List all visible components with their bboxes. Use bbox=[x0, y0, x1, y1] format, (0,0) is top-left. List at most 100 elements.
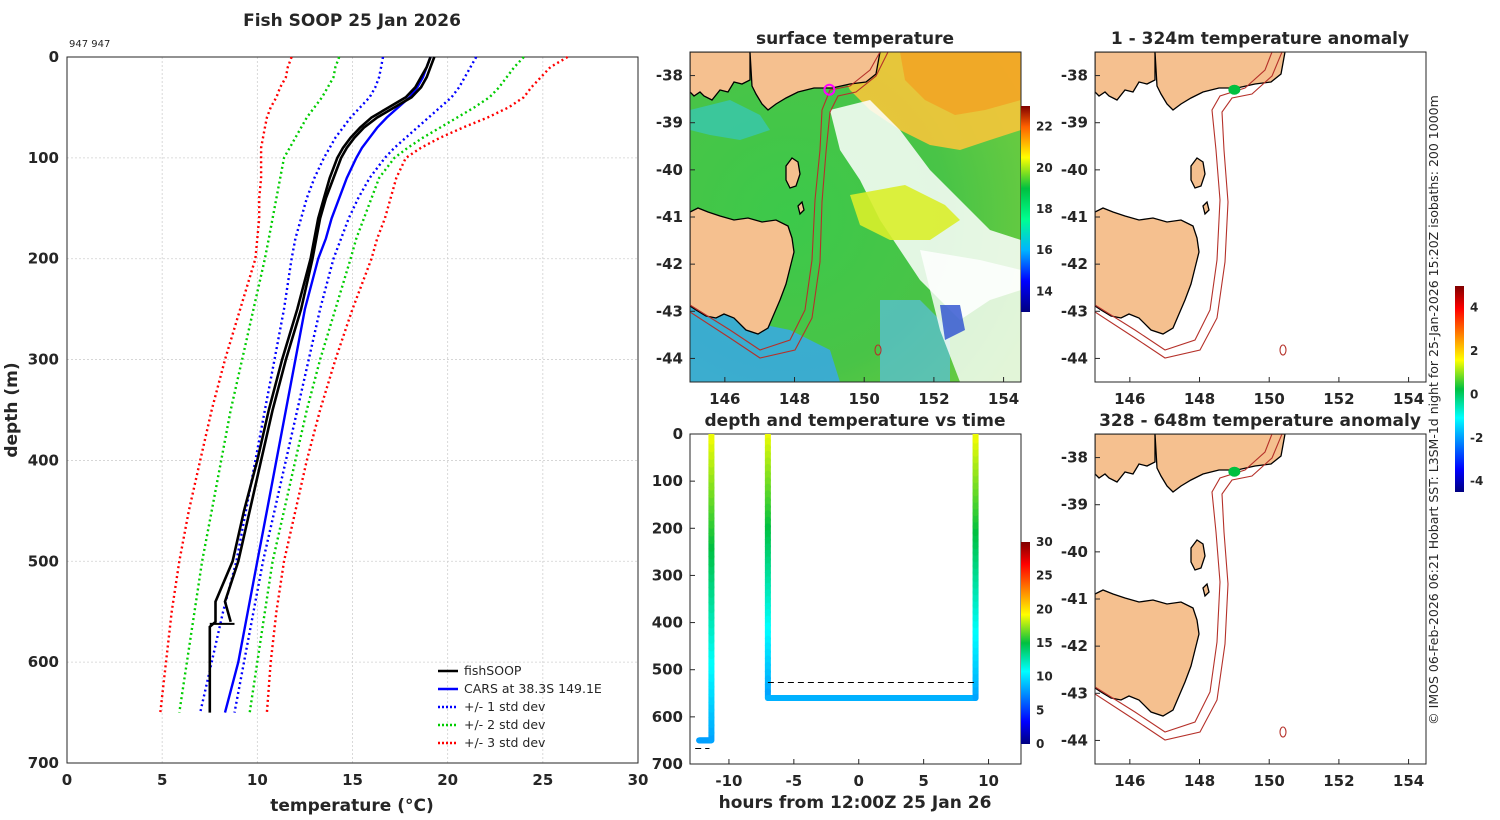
map-ytick-label: -39 bbox=[656, 114, 683, 132]
timeseries-ytick-label: 600 bbox=[652, 708, 683, 726]
map-ytick-label: -42 bbox=[656, 255, 683, 273]
map-xtick-label: 146 bbox=[1114, 390, 1145, 408]
map-ytick-label: -38 bbox=[1061, 449, 1088, 467]
profile-panel: Fish SOOP 25 Jan 2026 947 947 0 5 10 15 20 25… bbox=[2, 11, 648, 816]
timeseries-ytick-label: 100 bbox=[652, 472, 683, 490]
anomaly-colorbar-label: 2 bbox=[1470, 344, 1478, 358]
anomaly2-panel: 328 - 648m temperature anomaly 146 148 150… bbox=[1061, 411, 1427, 790]
map-xtick-label: 150 bbox=[1254, 390, 1285, 408]
sst-colorbar-label: 16 bbox=[1036, 243, 1053, 257]
profile-ylabel: depth (m) bbox=[2, 362, 22, 457]
legend-label: +/- 2 std dev bbox=[464, 717, 546, 732]
timeseries-ytick-label: 200 bbox=[652, 519, 683, 537]
sst-panel: surface temperature 146 148 150 152 154 -38 -3… bbox=[656, 29, 1053, 408]
profile-ytick-label: 600 bbox=[28, 653, 59, 671]
map-xtick-label: 148 bbox=[779, 390, 810, 408]
anomaly2-marker bbox=[1228, 466, 1241, 477]
anomaly2-map bbox=[1095, 434, 1426, 764]
timeseries-colorbar-label: 25 bbox=[1036, 569, 1053, 583]
profile-xtick-label: 20 bbox=[437, 771, 458, 789]
timeseries-colorbar bbox=[1021, 542, 1030, 744]
map-ytick-label: -40 bbox=[1061, 161, 1088, 179]
profile-title: Fish SOOP 25 Jan 2026 bbox=[243, 11, 461, 31]
anomaly-colorbar-label: -2 bbox=[1470, 431, 1483, 445]
timeseries-colorbar-label: 15 bbox=[1036, 636, 1053, 650]
timeseries-colorbar-label: 20 bbox=[1036, 602, 1053, 616]
map-xtick-label: 152 bbox=[918, 390, 949, 408]
legend-label: fishSOOP bbox=[464, 663, 522, 678]
profile-grid bbox=[66, 56, 639, 764]
profile-ytick-label: 0 bbox=[49, 48, 59, 66]
profile-series-line bbox=[233, 56, 478, 713]
profile-ytick-label: 500 bbox=[28, 552, 59, 570]
sst-ticks: 146 148 150 152 154 -38 -39 -40 -41 -42 -43 -44 bbox=[656, 67, 1019, 408]
profile-xtick-label: 0 bbox=[62, 771, 72, 789]
timeseries-xtick-label: -10 bbox=[715, 772, 742, 790]
map-xtick-label: 148 bbox=[1184, 390, 1215, 408]
profile-series-line bbox=[199, 56, 385, 713]
map-xtick-label: 152 bbox=[1323, 772, 1354, 790]
timeseries-data bbox=[695, 434, 979, 749]
anomaly-colorbar bbox=[1455, 286, 1464, 492]
timeseries-ytick-label: 0 bbox=[673, 425, 683, 443]
map-xtick-label: 146 bbox=[1114, 772, 1145, 790]
profile-fishsoop-line bbox=[208, 56, 432, 713]
map-xtick-label: 154 bbox=[988, 390, 1019, 408]
anomaly1-panel: 1 - 324m temperature anomaly 146 148 150 15… bbox=[1061, 29, 1427, 408]
profile-series-line bbox=[265, 55, 569, 713]
map-ytick-label: -44 bbox=[1061, 349, 1088, 367]
map-ytick-label: -42 bbox=[1061, 255, 1088, 273]
sst-field bbox=[690, 52, 1021, 382]
map-xtick-label: 150 bbox=[849, 390, 880, 408]
map-ytick-label: -39 bbox=[1061, 114, 1088, 132]
anomaly-colorbar-ticks: -4 -2 0 2 4 bbox=[1470, 301, 1483, 488]
profile-legend: fishSOOP CARS at 38.3S 149.1E +/- 1 std de… bbox=[438, 663, 602, 750]
timeseries-ytick-label: 400 bbox=[652, 614, 683, 632]
profile-fishsoop-line bbox=[223, 56, 436, 623]
side-note: © IMOS 06-Feb-2026 06:21 Hobart SST: L3S… bbox=[1426, 95, 1441, 725]
sst-colorbar-label: 14 bbox=[1036, 284, 1053, 298]
timeseries-colorbar-label: 30 bbox=[1036, 535, 1053, 549]
sst-colorbar bbox=[1021, 106, 1030, 312]
sst-station-marker bbox=[823, 83, 836, 96]
map-ytick-label: -41 bbox=[1061, 208, 1088, 226]
timeseries-title: depth and temperature vs time bbox=[705, 411, 1006, 431]
timeseries-ytick-label: 500 bbox=[652, 661, 683, 679]
anomaly1-ticks: 146 148 150 152 154 -38 -39 -40 -41 -42 -43 -44 bbox=[1061, 67, 1424, 408]
timeseries-colorbar-ticks: 0 5 10 15 20 25 30 bbox=[1036, 535, 1053, 751]
map-ytick-label: -41 bbox=[1061, 590, 1088, 608]
map-ytick-label: -38 bbox=[1061, 67, 1088, 85]
timeseries-colorbar-label: 5 bbox=[1036, 703, 1044, 717]
timeseries-panel: depth and temperature vs time -10 -5 0 5 100… bbox=[652, 411, 1053, 813]
profile-xtick-label: 30 bbox=[628, 771, 649, 789]
legend-label: +/- 3 std dev bbox=[464, 735, 546, 750]
map-ytick-label: -41 bbox=[656, 208, 683, 226]
legend-label: CARS at 38.3S 149.1E bbox=[464, 681, 602, 696]
map-ytick-label: -40 bbox=[656, 161, 683, 179]
profile-xtick-label: 10 bbox=[247, 771, 268, 789]
map-xtick-label: 154 bbox=[1393, 390, 1424, 408]
profile-ytick-label: 300 bbox=[28, 351, 59, 369]
profile-series-line bbox=[159, 56, 293, 713]
timeseries-ytick-label: 300 bbox=[652, 566, 683, 584]
profile-xtick-label: 25 bbox=[532, 771, 553, 789]
sst-colorbar-label: 18 bbox=[1036, 202, 1053, 216]
map-ytick-label: -42 bbox=[1061, 637, 1088, 655]
timeseries-ytick-label: 700 bbox=[652, 755, 683, 773]
timeseries-xtick-label: 5 bbox=[918, 772, 928, 790]
profile-ytick-label: 400 bbox=[28, 451, 59, 469]
timeseries-xlabel: hours from 12:00Z 25 Jan 26 bbox=[719, 793, 992, 813]
profile-axes-box bbox=[66, 56, 639, 764]
anomaly-colorbar-label: 0 bbox=[1470, 387, 1478, 401]
anomaly1-title: 1 - 324m temperature anomaly bbox=[1111, 29, 1409, 49]
anomaly2-ticks: 146 148 150 152 154 -38 -39 -40 -41 -42 -43 -44 bbox=[1061, 449, 1424, 790]
timeseries-axes-box bbox=[689, 433, 1022, 765]
timeseries-colorbar-label: 0 bbox=[1036, 737, 1044, 751]
map-xtick-label: 146 bbox=[709, 390, 740, 408]
map-xtick-label: 148 bbox=[1184, 772, 1215, 790]
anomaly-station-marker bbox=[1228, 84, 1241, 95]
anomaly-station-marker bbox=[1228, 466, 1241, 477]
